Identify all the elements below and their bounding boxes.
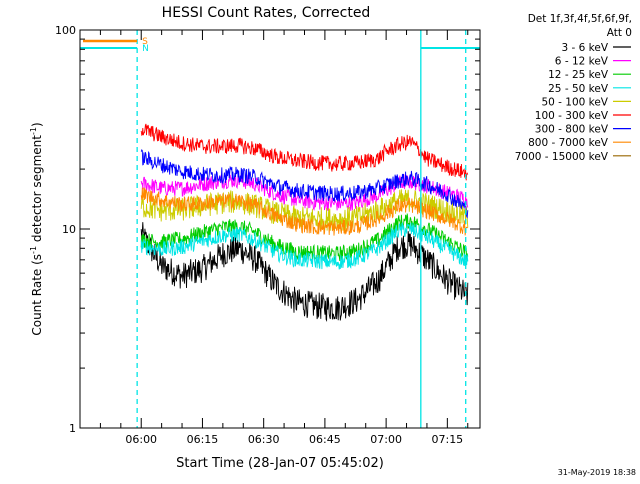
x-tick-label-0: 06:00 bbox=[125, 433, 157, 446]
x-axis-label: Start Time (28-Jan-07 05:45:02) bbox=[176, 456, 384, 471]
x-tick-label-3: 06:45 bbox=[309, 433, 341, 446]
chart-title: HESSI Count Rates, Corrected bbox=[162, 5, 371, 21]
y-axis-label-sup2: -1 bbox=[29, 127, 38, 135]
y-axis-label-sup: -1 bbox=[29, 246, 38, 254]
legend-label-7: 800 - 7000 keV bbox=[528, 137, 609, 149]
y-tick-label-2: 100 bbox=[55, 24, 76, 37]
timestamp: 31-May-2019 18:38 bbox=[558, 468, 636, 477]
legend: Det 1f,3f,4f,5f,6f,9f, Att 0 3 - 6 keV 6 … bbox=[515, 13, 632, 163]
legend-label-3: 25 - 50 keV bbox=[548, 83, 609, 95]
legend-label-4: 50 - 100 keV bbox=[541, 96, 608, 108]
y-axis-label-end: ) bbox=[30, 122, 44, 127]
x-tick-label-1: 06:15 bbox=[187, 433, 219, 446]
x-tick-label-2: 06:30 bbox=[248, 433, 280, 446]
series-6-line bbox=[140, 149, 469, 219]
legend-header-detectors: Det 1f,3f,4f,5f,6f,9f, bbox=[528, 13, 632, 25]
state-bar-label-n: N bbox=[142, 44, 149, 54]
series-1-line bbox=[140, 173, 469, 212]
legend-label-5: 100 - 300 keV bbox=[535, 110, 609, 122]
legend-header-attenuator: Att 0 bbox=[607, 27, 632, 39]
axes: 1 10 100 06:00 06:15 06:30 06:45 07:00 07:15 bbox=[55, 24, 480, 446]
x-tick-label-4: 07:00 bbox=[370, 433, 402, 446]
state-bar-label-s: S bbox=[142, 37, 148, 47]
y-tick-label-0: 1 bbox=[69, 422, 76, 435]
series-3-line bbox=[140, 222, 469, 270]
x-tick-label-5: 07:15 bbox=[431, 433, 463, 446]
y-axis-label-mid: detector segment bbox=[30, 135, 44, 246]
legend-label-6: 300 - 800 keV bbox=[535, 124, 609, 136]
legend-label-1: 6 - 12 keV bbox=[555, 56, 609, 68]
legend-label-2: 12 - 25 keV bbox=[548, 69, 609, 81]
plot-frame bbox=[79, 29, 481, 429]
legend-label-0: 3 - 6 keV bbox=[561, 42, 608, 54]
series-0-line bbox=[140, 222, 469, 322]
y-axis-label: Count Rate (s-1 detector segment-1) bbox=[29, 122, 44, 335]
legend-label-8: 7000 - 15000 keV bbox=[515, 151, 609, 163]
plot-area: SN bbox=[80, 30, 480, 428]
y-axis-label-main: Count Rate (s bbox=[30, 254, 44, 336]
y-tick-label-1: 10 bbox=[62, 223, 76, 236]
series-5-line bbox=[140, 123, 469, 181]
series-7-line bbox=[140, 187, 468, 236]
